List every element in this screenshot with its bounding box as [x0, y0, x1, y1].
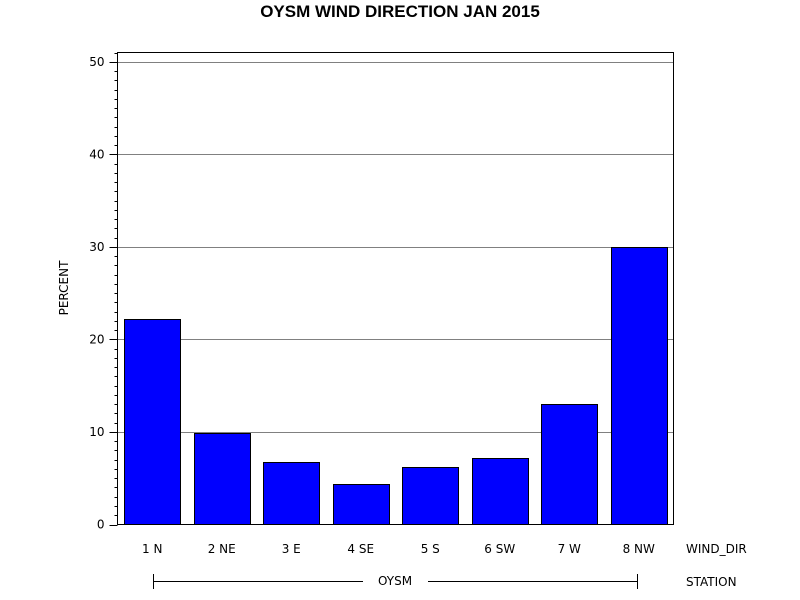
bar-6-sw [472, 458, 529, 525]
x-tick-label: 5 S [421, 542, 440, 556]
y-tick-label: 10 [89, 425, 104, 439]
chart-title: OYSM WIND DIRECTION JAN 2015 [260, 2, 540, 21]
y-tick-label: 0 [97, 518, 105, 532]
x-tick-label: 8 NW [623, 542, 655, 556]
y-tick-label: 30 [89, 240, 104, 254]
group-axis-label: STATION [686, 575, 737, 589]
x-tick-label: 7 W [558, 542, 581, 556]
y-axis-label: PERCENT [57, 260, 71, 315]
bar-4-se [333, 484, 390, 525]
bar-2-ne [194, 433, 251, 525]
station-group: OYSM [153, 574, 638, 589]
y-tick-label: 50 [89, 55, 104, 69]
x-tick-labels: 1 N 2 NE 3 E 4 SE 5 S 6 SW 7 W 8 NW [142, 542, 655, 556]
x-tick-label: 2 NE [208, 542, 236, 556]
group-label: OYSM [378, 574, 412, 588]
y-axis: 0 10 20 30 40 50 [89, 53, 118, 532]
bar-3-e [263, 462, 320, 525]
bar-1-n [124, 319, 181, 525]
x-axis-label: WIND_DIR [686, 542, 747, 556]
y-tick-label: 20 [89, 332, 104, 346]
x-tick-label: 4 SE [347, 542, 374, 556]
bar-5-s [402, 467, 459, 525]
x-tick-label: 6 SW [484, 542, 515, 556]
bar-7-w [541, 404, 598, 525]
x-tick-label: 3 E [282, 542, 301, 556]
bar-8-nw [611, 247, 668, 525]
bars [124, 247, 668, 525]
grid-lines [117, 62, 674, 433]
y-tick-label: 40 [89, 147, 104, 161]
x-tick-label: 1 N [142, 542, 162, 556]
plot-frame [117, 52, 674, 525]
